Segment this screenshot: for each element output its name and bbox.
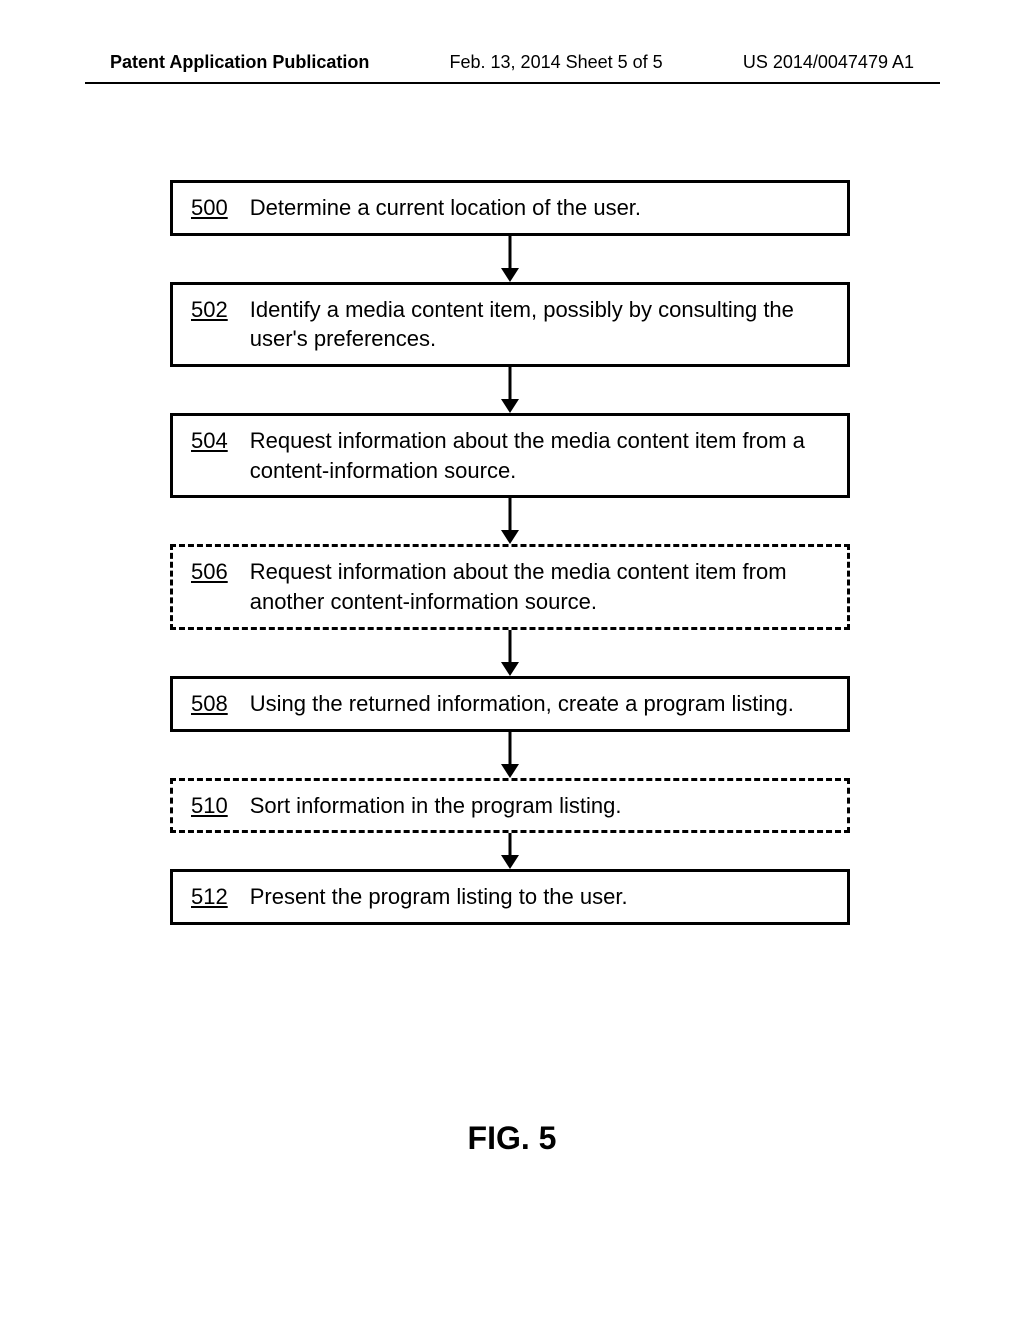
- flow-step-504: 504 Request information about the media …: [170, 413, 850, 498]
- arrow-head-icon: [501, 662, 519, 676]
- flow-arrow: [170, 367, 850, 413]
- flow-step-510: 510 Sort information in the program list…: [170, 778, 850, 834]
- figure-label: FIG. 5: [0, 1120, 1024, 1157]
- step-ref: 512: [191, 882, 228, 912]
- flow-arrow: [170, 498, 850, 544]
- header-left-text: Patent Application Publication: [110, 52, 369, 73]
- arrow-head-icon: [501, 764, 519, 778]
- arrow-head-icon: [501, 399, 519, 413]
- flow-step-500: 500 Determine a current location of the …: [170, 180, 850, 236]
- flow-arrow: [170, 833, 850, 869]
- step-text: Request information about the media cont…: [250, 426, 833, 485]
- step-ref: 504: [191, 426, 228, 456]
- step-text: Present the program listing to the user.: [250, 882, 833, 912]
- step-text: Request information about the media cont…: [250, 557, 833, 616]
- step-ref: 500: [191, 193, 228, 223]
- flow-arrow: [170, 732, 850, 778]
- flow-arrow: [170, 236, 850, 282]
- page-header: Patent Application Publication Feb. 13, …: [0, 52, 1024, 73]
- header-right-text: US 2014/0047479 A1: [743, 52, 914, 73]
- arrow-line: [509, 833, 512, 857]
- arrow-line: [509, 367, 512, 401]
- flowchart: 500 Determine a current location of the …: [170, 180, 850, 925]
- step-text: Using the returned information, create a…: [250, 689, 833, 719]
- flow-arrow: [170, 630, 850, 676]
- arrow-line: [509, 236, 512, 270]
- arrow-head-icon: [501, 530, 519, 544]
- arrow-line: [509, 630, 512, 664]
- step-text: Determine a current location of the user…: [250, 193, 833, 223]
- step-ref: 508: [191, 689, 228, 719]
- header-mid-text: Feb. 13, 2014 Sheet 5 of 5: [450, 52, 663, 73]
- arrow-head-icon: [501, 268, 519, 282]
- arrow-line: [509, 498, 512, 532]
- step-ref: 510: [191, 791, 228, 821]
- flow-step-512: 512 Present the program listing to the u…: [170, 869, 850, 925]
- step-text: Identify a media content item, possibly …: [250, 295, 833, 354]
- arrow-line: [509, 732, 512, 766]
- header-rule: [85, 82, 940, 84]
- flow-step-508: 508 Using the returned information, crea…: [170, 676, 850, 732]
- step-text: Sort information in the program listing.: [250, 791, 833, 821]
- flow-step-506: 506 Request information about the media …: [170, 544, 850, 629]
- step-ref: 506: [191, 557, 228, 587]
- step-ref: 502: [191, 295, 228, 325]
- arrow-head-icon: [501, 855, 519, 869]
- flow-step-502: 502 Identify a media content item, possi…: [170, 282, 850, 367]
